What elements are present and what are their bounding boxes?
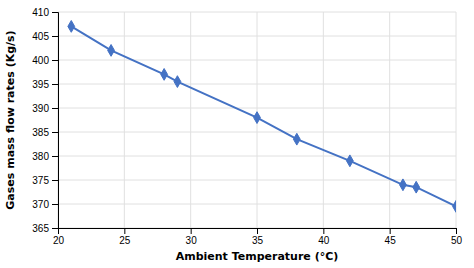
grid-line-x [124, 12, 125, 228]
y-axis: 365 370 375 380 385 390 395 400 405 410 [32, 7, 58, 234]
marker [161, 69, 168, 81]
grid-line-x [190, 12, 191, 228]
tick-mark [52, 84, 58, 85]
tick-mark [52, 132, 58, 133]
grid-line-y [58, 204, 456, 205]
tick: 25 [119, 228, 131, 246]
grid-line-x [389, 12, 390, 228]
tick-mark [52, 204, 58, 205]
tick-label: 385 [32, 127, 49, 138]
axis-line [52, 13, 59, 229]
x-axis-title: Ambient Temperature (°C) [176, 250, 339, 263]
tick: 390 [32, 103, 58, 114]
tick-label: 380 [32, 151, 49, 162]
tick-mark [257, 228, 258, 234]
tick-label: 400 [32, 55, 49, 66]
tick: 45 [385, 228, 397, 246]
grid-line-y [58, 12, 456, 13]
tick-mark [52, 156, 58, 157]
tick: 20 [53, 228, 65, 246]
marker [293, 133, 300, 145]
tick-mark [456, 228, 457, 234]
tick-mark [52, 36, 58, 37]
tick-mark [390, 228, 391, 234]
marker [400, 179, 407, 191]
tick: 370 [32, 199, 58, 210]
marker [174, 76, 181, 88]
grid-line-x [323, 12, 324, 228]
tick-mark [52, 108, 58, 109]
tick: 385 [32, 127, 58, 138]
marker [346, 155, 353, 167]
tick-label: 30 [186, 235, 198, 246]
tick-label: 395 [32, 79, 49, 90]
y-axis-title: Gases mass flow rates (Kg/s) [4, 30, 17, 209]
x-axis: 20 25 30 35 40 45 50 [53, 228, 463, 246]
grid-line-y [58, 156, 456, 157]
tick: 380 [32, 151, 58, 162]
tick: 40 [318, 228, 330, 246]
tick-mark [323, 228, 324, 234]
axis-line [59, 229, 457, 235]
line [71, 26, 456, 206]
tick-mark [52, 180, 58, 181]
tick-label: 35 [252, 235, 264, 246]
tick: 365 [32, 223, 58, 234]
tick-label: 410 [32, 7, 49, 18]
tick: 30 [186, 228, 198, 246]
tick: 410 [32, 7, 58, 18]
marker [68, 21, 75, 33]
chart: 20 25 30 35 40 45 50 365 370 375 380 385 390 395 400 40… [0, 0, 474, 268]
tick-mark [52, 228, 58, 229]
tick-label: 45 [385, 235, 397, 246]
tick: 35 [252, 228, 264, 246]
tick: 50 [451, 228, 463, 246]
tick-mark [191, 228, 192, 234]
grid-line-y [58, 36, 456, 37]
grid-line-y [58, 108, 456, 109]
tick-mark [124, 228, 125, 234]
grid-line-y [58, 84, 456, 85]
grid-line-x [456, 12, 457, 228]
tick-label: 405 [32, 31, 49, 42]
tick: 400 [32, 55, 58, 66]
plot-area: 20 25 30 35 40 45 50 365 370 375 380 385 390 395 400 40… [32, 7, 462, 246]
series [68, 21, 456, 213]
tick-label: 370 [32, 199, 49, 210]
tick-mark [52, 12, 58, 13]
tick-label: 390 [32, 103, 49, 114]
grid-line-y [58, 180, 456, 181]
tick-label: 20 [53, 235, 65, 246]
tick: 405 [32, 31, 58, 42]
tick: 395 [32, 79, 58, 90]
tick-label: 25 [119, 235, 131, 246]
tick-label: 40 [318, 235, 330, 246]
marker [254, 112, 261, 124]
marker [413, 181, 420, 193]
tick-mark [52, 60, 58, 61]
marker [108, 45, 115, 57]
grid [58, 12, 456, 228]
tick-label: 375 [32, 175, 49, 186]
tick-label: 50 [451, 235, 463, 246]
tick-label: 365 [32, 223, 49, 234]
marker [453, 201, 456, 213]
tick: 375 [32, 175, 58, 186]
grid-line-y [58, 60, 456, 61]
grid-line-y [58, 132, 456, 133]
